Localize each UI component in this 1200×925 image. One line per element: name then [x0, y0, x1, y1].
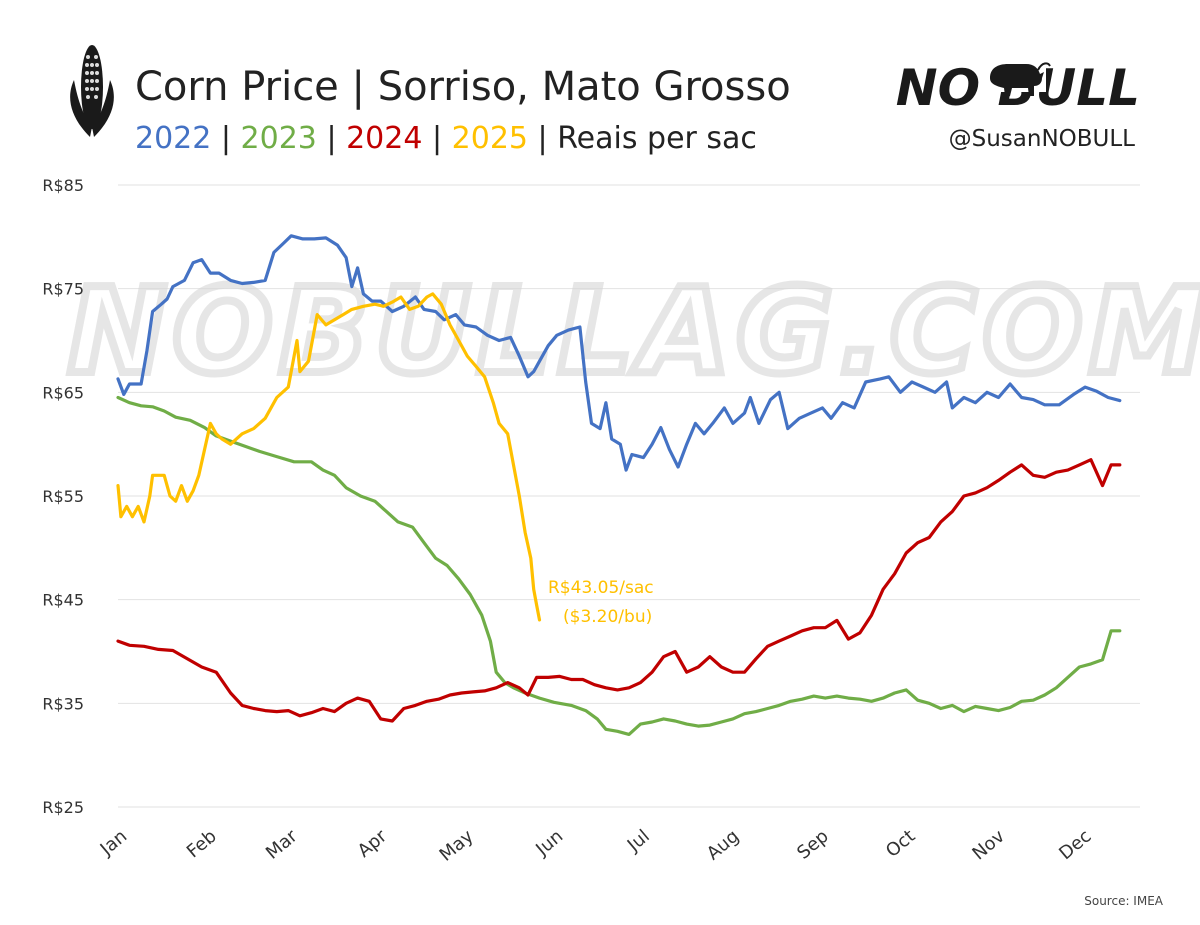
y-tick-label: R$35 [42, 694, 84, 713]
series-line-2025 [116, 292, 542, 622]
x-tick-label: Dec [1055, 826, 1095, 864]
y-tick-label: R$75 [42, 280, 84, 299]
subtitle-separator: | [211, 121, 240, 156]
header: Corn Price | Sorriso, Mato Grosso 2022 |… [70, 45, 1140, 156]
subtitle-separator: | [528, 121, 557, 156]
legend-2024: 2024 [346, 121, 422, 156]
x-tick-label: Jun [531, 826, 567, 861]
y-tick-label: R$65 [42, 383, 84, 402]
legend-2025: 2025 [452, 121, 528, 156]
x-tick-label: Jul [623, 826, 654, 857]
x-axis: Jan Feb Mar Apr May Jun Jul Aug Sep Oct Nov Dec [96, 825, 1096, 865]
series-line-2024 [116, 458, 1122, 723]
series-line-2022 [116, 234, 1122, 472]
x-tick-label: Aug [703, 826, 743, 865]
chart-title: Corn Price | Sorriso, Mato Grosso [135, 64, 791, 110]
series-line-2023 [116, 395, 1122, 736]
x-tick-label: Nov [968, 826, 1009, 865]
y-tick-label: R$45 [42, 591, 84, 610]
series-layer [116, 234, 1122, 736]
subtitle-separator: | [422, 121, 451, 156]
x-tick-label: May [436, 826, 478, 866]
corn-icon [70, 45, 114, 137]
x-tick-label: Sep [793, 826, 832, 864]
subtitle-unit: Reais per sac [557, 121, 757, 156]
chart-subtitle: 2022 | 2023 | 2024 | 2025 | Reais per sa… [135, 121, 757, 156]
twitter-handle: @SusanNOBULL [949, 126, 1136, 152]
nobull-logo: NO BULL [896, 58, 1140, 117]
y-axis: R$25 R$35 R$45 R$55 R$65 R$75 R$85 [42, 176, 84, 817]
y-tick-label: R$25 [42, 798, 84, 817]
legend-2023: 2023 [241, 121, 317, 156]
x-tick-label: Mar [262, 825, 302, 863]
bull-icon [986, 58, 1051, 96]
y-tick-label: R$55 [42, 487, 84, 506]
price-annotation: R$43.05/sac ($3.20/bu) [548, 578, 654, 627]
subtitle-separator: | [317, 121, 346, 156]
annotation-price-bu: ($3.20/bu) [563, 607, 652, 627]
grid [118, 184, 1140, 808]
x-tick-label: Oct [882, 826, 919, 862]
legend-2022: 2022 [135, 121, 211, 156]
x-tick-label: Feb [183, 826, 221, 863]
x-tick-label: Jan [96, 826, 132, 861]
annotation-price-sac: R$43.05/sac [548, 578, 654, 598]
y-tick-label: R$85 [42, 176, 84, 195]
x-tick-label: Apr [354, 825, 392, 861]
source-note: Source: IMEA [1084, 894, 1164, 908]
